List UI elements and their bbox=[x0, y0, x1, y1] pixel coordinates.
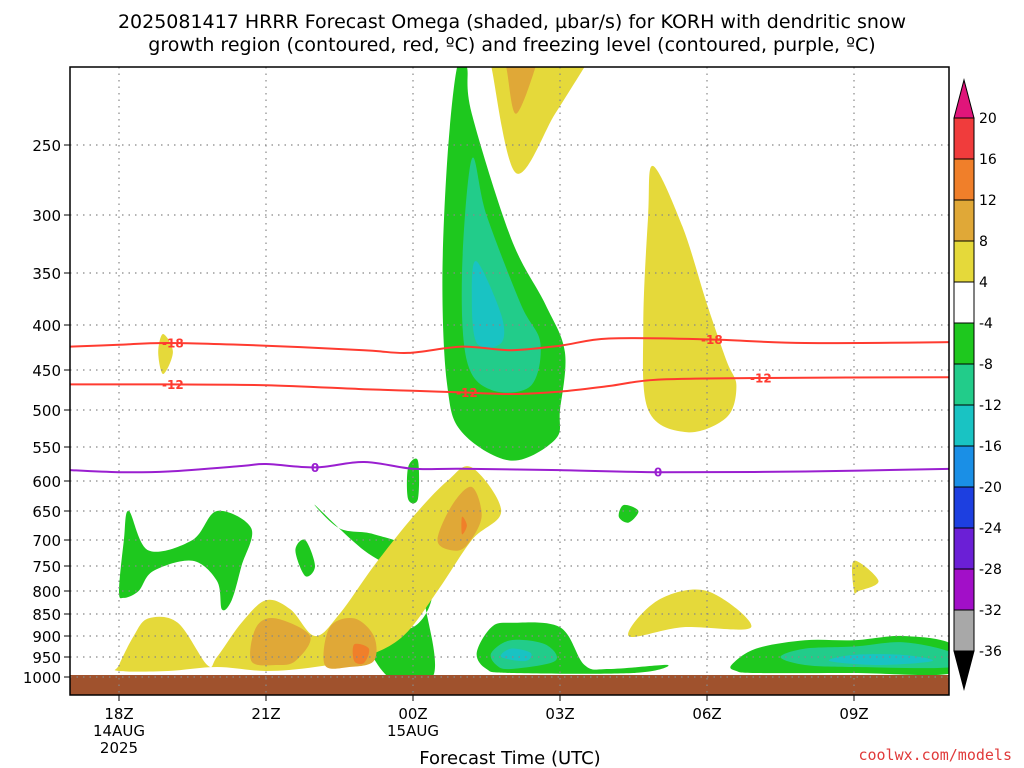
chart-title-line-2: growth region (contoured, red, ºC) and f… bbox=[148, 34, 875, 56]
x-tick-label: 18Z bbox=[104, 705, 133, 723]
y-tick-label: 700 bbox=[32, 532, 61, 550]
omega-region bbox=[250, 618, 311, 666]
omega-region bbox=[618, 504, 639, 523]
y-tick-label: 500 bbox=[32, 402, 61, 420]
colorbar-tick-label: 20 bbox=[979, 111, 997, 127]
omega-region bbox=[501, 67, 536, 114]
contour-label: -18 bbox=[162, 337, 184, 351]
colorbar-tick-label: 8 bbox=[979, 234, 988, 250]
omega-region bbox=[642, 165, 737, 433]
colorbar-bottom-arrow bbox=[953, 650, 975, 691]
colorbar-segment bbox=[953, 199, 975, 242]
grid bbox=[70, 67, 949, 695]
colorbar-segment bbox=[953, 486, 975, 529]
isotherm-layer: -18 -18 -12 -12 -12 0 0 bbox=[70, 333, 949, 480]
isotherm-line bbox=[70, 376, 949, 396]
colorbar-segment bbox=[953, 158, 975, 201]
y-tick-label: 350 bbox=[32, 265, 61, 283]
y-tick-label: 750 bbox=[32, 558, 61, 576]
plot-area bbox=[70, 67, 949, 695]
omega-region bbox=[828, 654, 933, 665]
omega-region bbox=[295, 539, 315, 577]
colorbar-tick-label: -36 bbox=[979, 644, 1002, 660]
colorbar-tick-label: 4 bbox=[979, 275, 988, 291]
y-tick-label: 650 bbox=[32, 503, 61, 521]
omega-region bbox=[119, 510, 253, 611]
omega-region bbox=[437, 486, 482, 551]
ground-surface bbox=[70, 675, 949, 695]
colorbar-segment bbox=[953, 281, 975, 324]
contour-label: -12 bbox=[162, 378, 184, 392]
contour-label: -12 bbox=[456, 386, 478, 400]
contour-label: 0 bbox=[654, 466, 662, 480]
x-axis-label: Forecast Time (UTC) bbox=[419, 748, 600, 768]
colorbar-segment bbox=[953, 527, 975, 570]
contour-label: -12 bbox=[750, 371, 772, 385]
y-tick-label: 300 bbox=[32, 207, 61, 225]
colorbar-tick-label: -24 bbox=[979, 521, 1002, 537]
y-tick-label: 850 bbox=[32, 606, 61, 624]
isotherm-line bbox=[70, 337, 949, 355]
omega-region bbox=[628, 589, 752, 638]
colorbar-segment bbox=[953, 404, 975, 447]
colorbar-segment bbox=[953, 322, 975, 365]
colorbar-segment bbox=[953, 609, 975, 652]
plot-frame bbox=[69, 66, 950, 696]
y-tick-label: 400 bbox=[32, 317, 61, 335]
y-tick-label: 950 bbox=[32, 649, 61, 667]
freezing-level-line bbox=[70, 460, 949, 474]
x-tick-year-label: 2025 bbox=[100, 739, 138, 757]
x-tick-date-label: 14AUG bbox=[93, 722, 145, 740]
colorbar: 20 16 12 8 4 -4 -8 -12 -16 -20 -24 -28 -32 -36 bbox=[953, 78, 1002, 691]
y-tick-label: 550 bbox=[32, 439, 61, 457]
omega-region bbox=[114, 466, 502, 672]
colorbar-segment bbox=[953, 445, 975, 488]
contour-label: -18 bbox=[701, 333, 723, 347]
colorbar-tick-label: -8 bbox=[979, 357, 993, 373]
colorbar-tick-label: -32 bbox=[979, 603, 1002, 619]
colorbar-top-arrow bbox=[953, 78, 975, 119]
chart-title-line-1: 2025081417 HRRR Forecast Omega (shaded, … bbox=[118, 11, 906, 33]
colorbar-tick-label: -12 bbox=[979, 398, 1002, 414]
colorbar-tick-label: 16 bbox=[979, 152, 997, 168]
axes: 250 300 350 400 450 500 550 600 650 700 750 800 850 9… bbox=[23, 137, 869, 757]
y-tick-label: 600 bbox=[32, 473, 61, 491]
colorbar-tick-label: -16 bbox=[979, 439, 1002, 455]
omega-region bbox=[500, 648, 532, 662]
omega-region bbox=[851, 560, 879, 594]
y-tick-label: 450 bbox=[32, 362, 61, 380]
contour-label: 0 bbox=[311, 461, 319, 475]
omega-region bbox=[471, 261, 505, 348]
y-tick-label: 900 bbox=[32, 628, 61, 646]
x-tick-label: 00Z bbox=[398, 705, 427, 723]
omega-region bbox=[461, 516, 467, 535]
y-tick-label: 250 bbox=[32, 137, 61, 155]
omega-region bbox=[491, 67, 585, 174]
colorbar-segment bbox=[953, 568, 975, 611]
y-tick-label: 800 bbox=[32, 583, 61, 601]
y-tick-label: 1000 bbox=[23, 669, 61, 687]
colorbar-segment bbox=[953, 240, 975, 283]
x-tick-date-label: 15AUG bbox=[387, 722, 439, 740]
colorbar-tick-label: -4 bbox=[979, 316, 993, 332]
x-tick-label: 21Z bbox=[251, 705, 280, 723]
x-tick-label: 09Z bbox=[839, 705, 868, 723]
watermark-link[interactable]: coolwx.com/models bbox=[858, 746, 1012, 764]
colorbar-segment bbox=[953, 117, 975, 160]
x-tick-label: 03Z bbox=[545, 705, 574, 723]
x-tick-label: 06Z bbox=[692, 705, 721, 723]
colorbar-tick-label: -20 bbox=[979, 480, 1002, 496]
omega-region bbox=[352, 643, 370, 665]
colorbar-tick-label: -28 bbox=[979, 562, 1002, 578]
colorbar-tick-label: 12 bbox=[979, 193, 997, 209]
colorbar-segment bbox=[953, 363, 975, 406]
